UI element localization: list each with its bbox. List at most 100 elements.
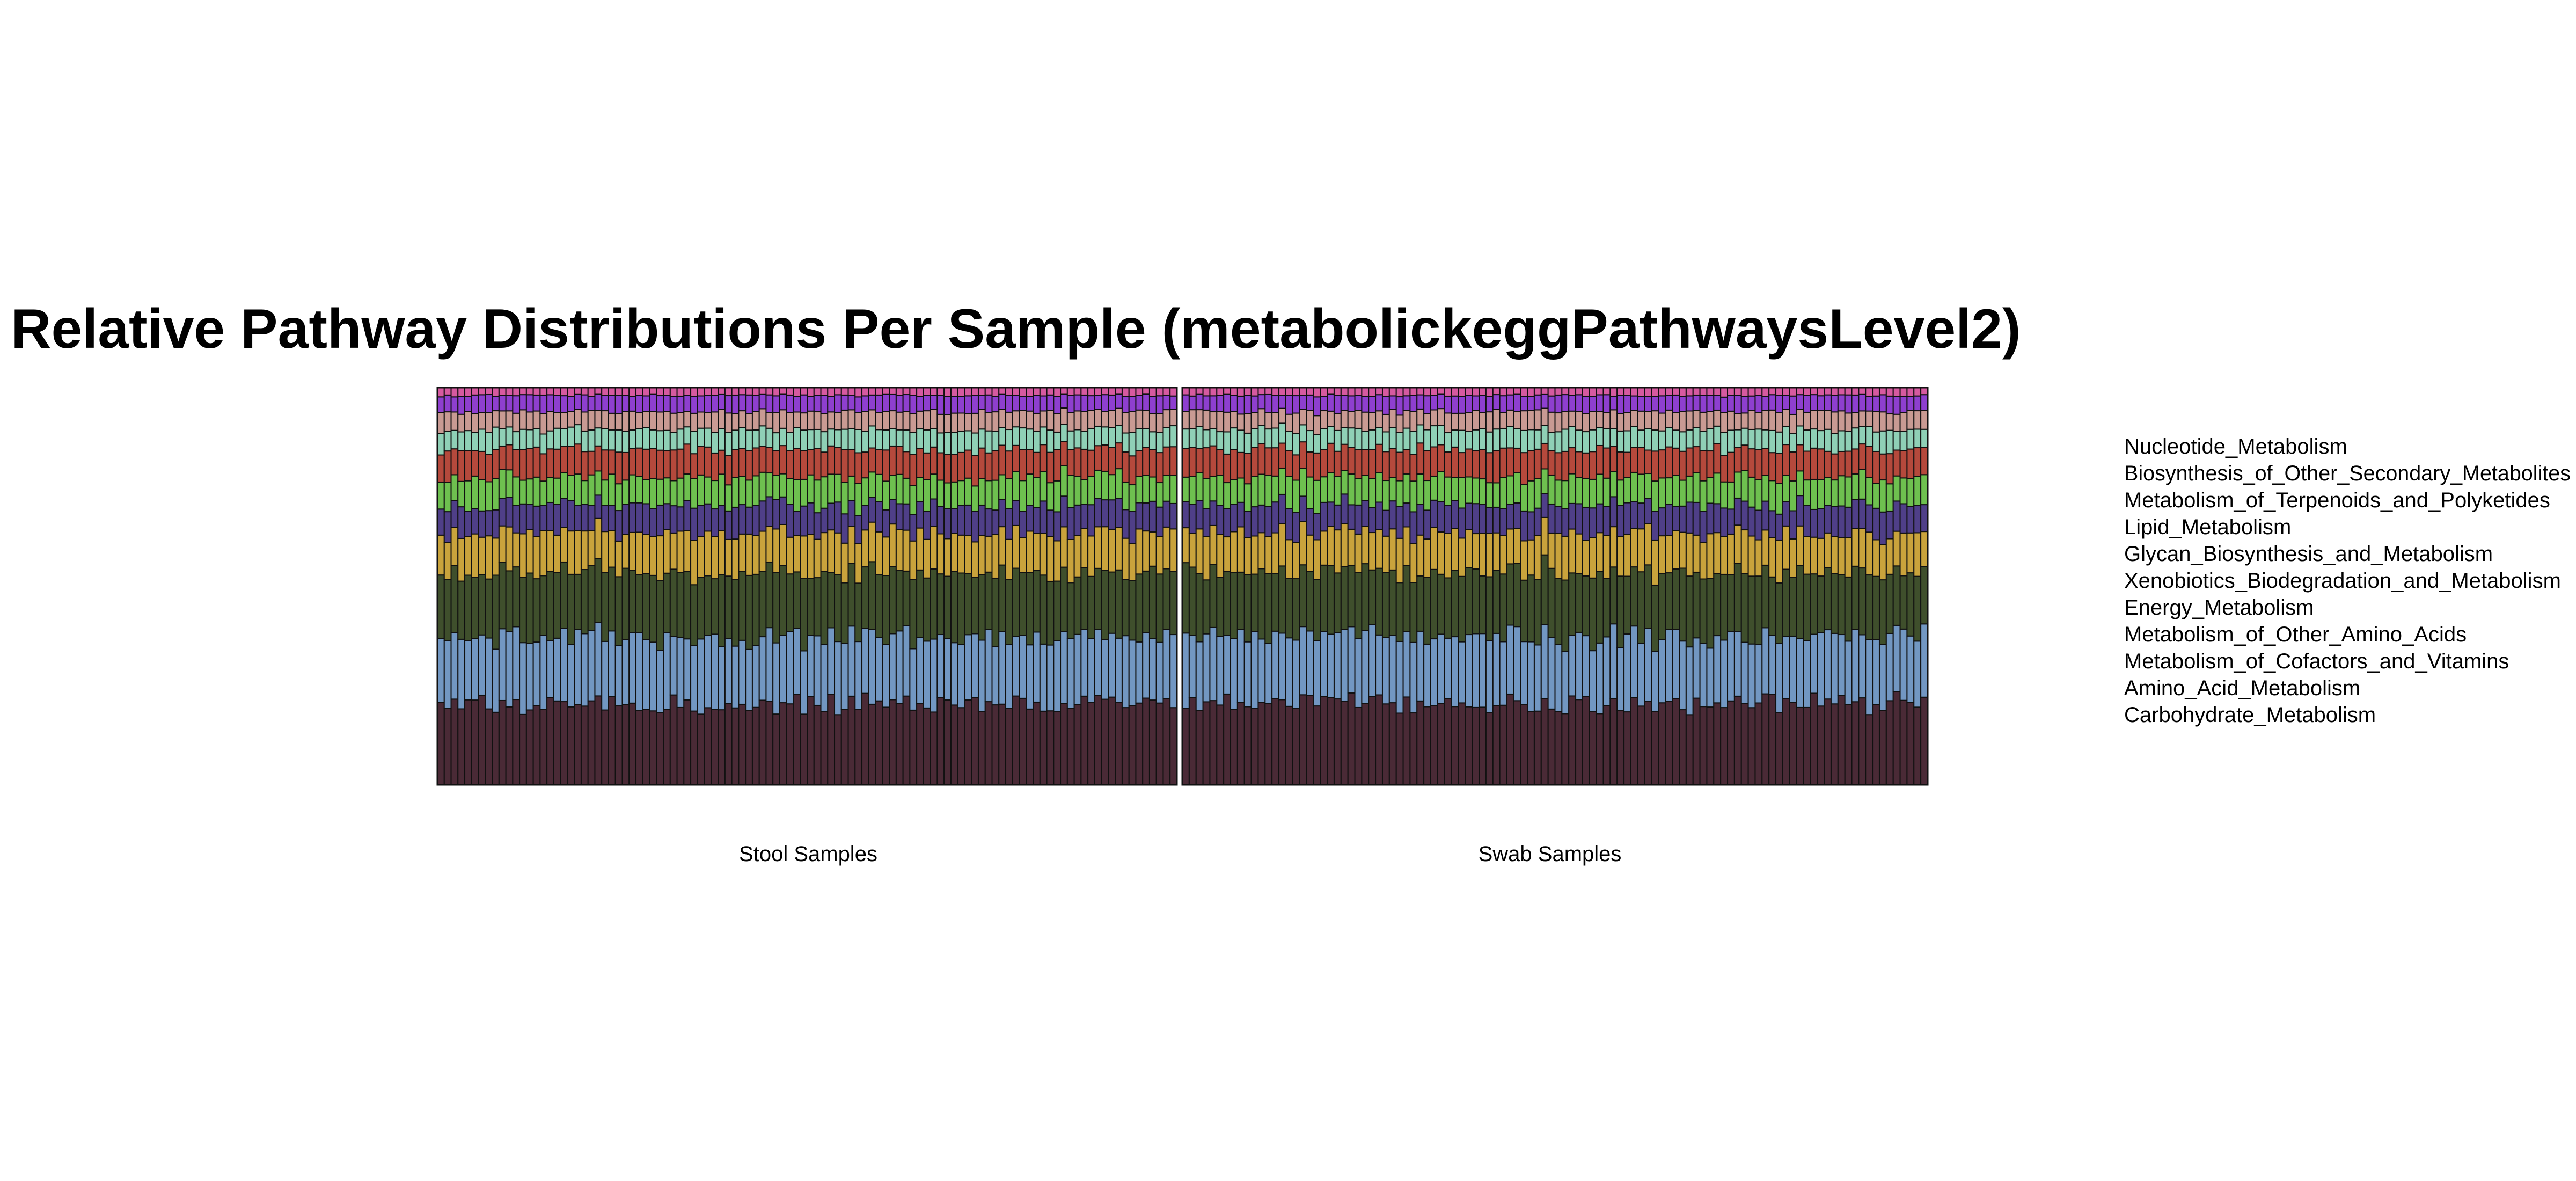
bar-segment bbox=[1087, 504, 1095, 537]
bar-segment bbox=[1236, 477, 1245, 503]
bar-segment bbox=[793, 535, 801, 573]
bar-segment bbox=[580, 569, 589, 635]
bar-segment bbox=[840, 409, 849, 430]
bar-segment bbox=[560, 387, 568, 397]
bar-segment bbox=[628, 396, 637, 412]
legend-entry: Nucleotide_Metabolism bbox=[2124, 435, 2347, 458]
bar-segment bbox=[642, 534, 650, 574]
bar-segment bbox=[1513, 563, 1521, 628]
bar-segment bbox=[772, 499, 780, 530]
bar-segment bbox=[758, 393, 767, 410]
bar-segment bbox=[1561, 387, 1570, 396]
bar-segment bbox=[663, 709, 671, 785]
bar-segment bbox=[1285, 539, 1293, 579]
bar-segment bbox=[1630, 447, 1638, 473]
bar-segment bbox=[690, 412, 698, 432]
bar-segment bbox=[594, 494, 603, 519]
bar-segment bbox=[1155, 641, 1164, 704]
bar-segment bbox=[1053, 396, 1062, 414]
bar-segment bbox=[1162, 475, 1171, 502]
bar-segment bbox=[1033, 570, 1041, 633]
bar-segment bbox=[1423, 387, 1431, 397]
bar-segment bbox=[1568, 473, 1577, 504]
bar-segment bbox=[1699, 578, 1708, 644]
bar-segment bbox=[525, 504, 534, 530]
bar-segment bbox=[594, 387, 603, 395]
bar-segment bbox=[1830, 453, 1839, 481]
bar-segment bbox=[1236, 451, 1245, 479]
bar-segment bbox=[950, 508, 958, 534]
bar-segment bbox=[1073, 476, 1082, 506]
bar-segment bbox=[1754, 539, 1763, 577]
bar-segment bbox=[1485, 396, 1494, 413]
bar-segment bbox=[1148, 476, 1157, 502]
bar-segment bbox=[1202, 633, 1211, 703]
bar-segment bbox=[1803, 640, 1811, 708]
bar-segment bbox=[834, 447, 842, 475]
bar-segment bbox=[663, 572, 671, 633]
bar-segment bbox=[580, 633, 589, 707]
bar-segment bbox=[443, 387, 452, 396]
bar-segment bbox=[519, 409, 527, 430]
bar-segment bbox=[450, 565, 459, 633]
bar-segment bbox=[1858, 443, 1867, 470]
bar-segment bbox=[1080, 528, 1089, 568]
bar-segment bbox=[1699, 643, 1708, 708]
bar-segment bbox=[1416, 575, 1425, 632]
bar-segment bbox=[580, 530, 589, 571]
bar-segment bbox=[895, 630, 904, 704]
bar-segment bbox=[1320, 564, 1328, 632]
bar-segment bbox=[1223, 387, 1232, 395]
bar-segment bbox=[1747, 476, 1756, 508]
bar-segment bbox=[1026, 387, 1034, 397]
bar-segment bbox=[745, 533, 753, 576]
bar-segment bbox=[608, 449, 616, 475]
bar-segment bbox=[1803, 573, 1811, 641]
bar-segment bbox=[1094, 695, 1102, 785]
bar-segment bbox=[663, 395, 671, 412]
bar-segment bbox=[1108, 696, 1116, 785]
bar-segment bbox=[560, 412, 568, 429]
bar-segment bbox=[882, 429, 890, 451]
bar-segment bbox=[1292, 542, 1300, 580]
bar-segment bbox=[1257, 387, 1266, 396]
bar-segment bbox=[1761, 693, 1770, 786]
bar-segment bbox=[485, 535, 493, 580]
bar-segment bbox=[909, 387, 918, 396]
bar-segment bbox=[1665, 504, 1673, 536]
bar-segment bbox=[1155, 573, 1164, 643]
bar-segment bbox=[1727, 574, 1735, 632]
bar-segment bbox=[1872, 450, 1880, 484]
bar-segment bbox=[1458, 396, 1466, 414]
bar-segment bbox=[991, 534, 1000, 579]
bar-segment bbox=[1878, 644, 1887, 711]
bar-segment bbox=[1209, 700, 1218, 785]
bar-segment bbox=[758, 571, 767, 638]
bar-segment bbox=[492, 410, 500, 428]
bar-segment bbox=[1060, 566, 1068, 632]
bar-segment bbox=[1347, 473, 1356, 506]
bar-segment bbox=[587, 387, 596, 397]
bar-segment bbox=[1851, 448, 1860, 475]
bar-segment bbox=[1768, 452, 1777, 482]
bar-segment bbox=[1128, 387, 1137, 397]
bar-segment bbox=[492, 711, 500, 786]
bar-segment bbox=[601, 572, 609, 642]
bar-segment bbox=[1451, 387, 1459, 397]
bar-segment bbox=[1513, 700, 1521, 786]
bar-segment bbox=[1465, 706, 1473, 785]
bar-segment bbox=[1906, 635, 1915, 703]
bar-segment bbox=[1340, 493, 1349, 524]
bar-segment bbox=[464, 699, 472, 785]
bar-segment bbox=[1527, 511, 1535, 541]
bar-segment bbox=[1623, 575, 1631, 635]
bar-segment bbox=[614, 645, 623, 707]
bar-segment bbox=[861, 628, 869, 694]
bar-segment bbox=[1108, 632, 1116, 698]
bar-segment bbox=[546, 501, 554, 531]
bar-segment bbox=[984, 535, 993, 573]
bar-segment bbox=[807, 449, 815, 476]
bar-segment bbox=[1209, 395, 1218, 413]
bar-segment bbox=[553, 700, 561, 786]
bar-segment bbox=[779, 702, 787, 785]
